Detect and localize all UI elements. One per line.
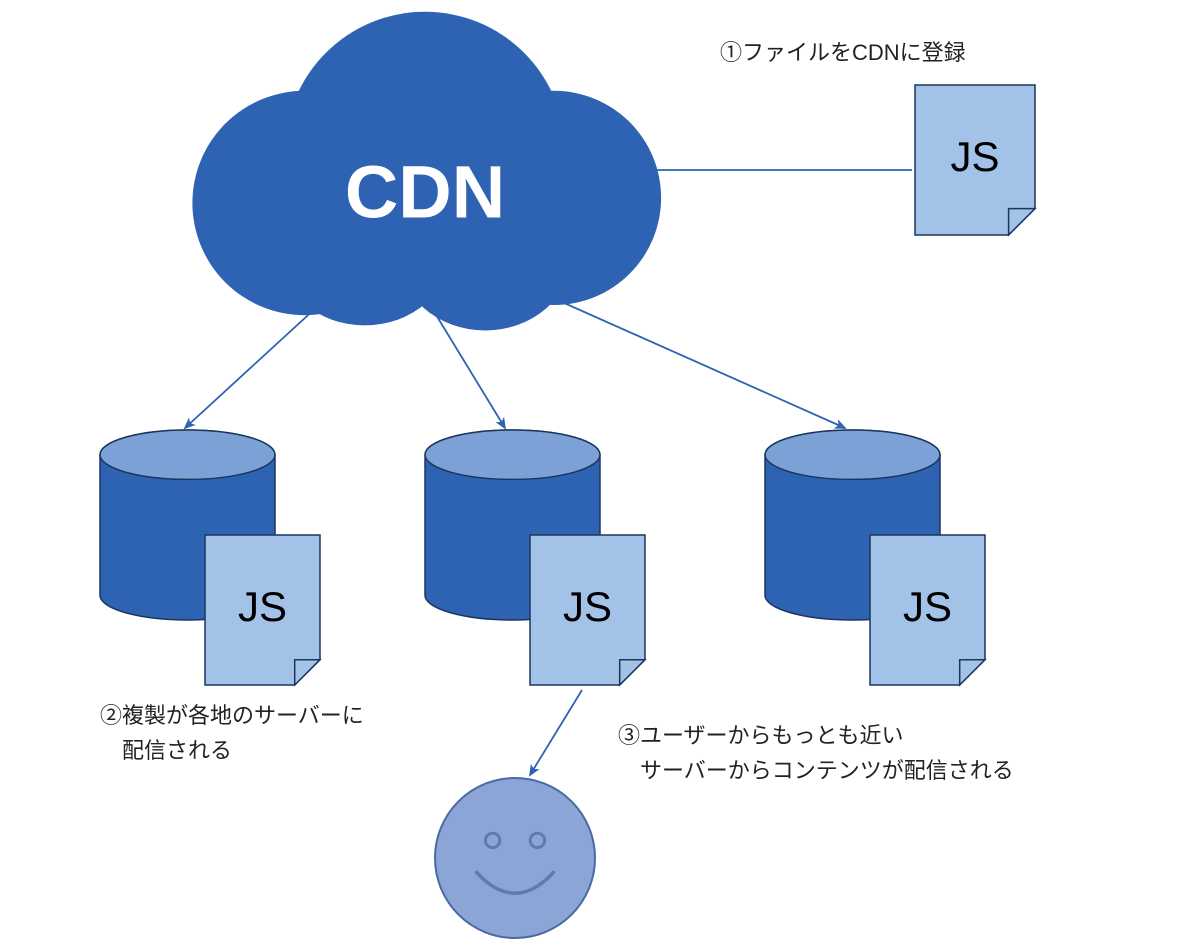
source-js-file-label: JS bbox=[950, 133, 999, 180]
caption-1-register: ①ファイルをCDNに登録 bbox=[720, 35, 966, 70]
source-js-file: JS bbox=[915, 85, 1035, 235]
user-face-icon bbox=[435, 778, 595, 938]
shapes-layer: CDN JS JS JS JS bbox=[0, 0, 1200, 942]
database-2-file: JS bbox=[530, 535, 645, 685]
arrow-cloud-to-db3 bbox=[535, 290, 845, 428]
cdn-cloud-label: CDN bbox=[345, 150, 505, 233]
database-1-file: JS bbox=[205, 535, 320, 685]
caption-3-deliver: ③ユーザーからもっとも近い サーバーからコンテンツが配信される bbox=[618, 718, 1014, 788]
database-2-file-label: JS bbox=[563, 583, 612, 630]
database-1-file-label: JS bbox=[238, 583, 287, 630]
cdn-cloud: CDN bbox=[192, 12, 661, 331]
database-3-file: JS bbox=[870, 535, 985, 685]
diagram-canvas: CDN JS JS JS JS ①ファイルをCDNに登録 ②複製が各地のサーバーに 配信… bbox=[0, 0, 1200, 942]
arrow-cloud-to-db1 bbox=[185, 295, 330, 428]
arrow-db2-to-user bbox=[530, 690, 582, 775]
database-3-file-label: JS bbox=[903, 583, 952, 630]
caption-2-replicate: ②複製が各地のサーバーに 配信される bbox=[100, 698, 364, 768]
